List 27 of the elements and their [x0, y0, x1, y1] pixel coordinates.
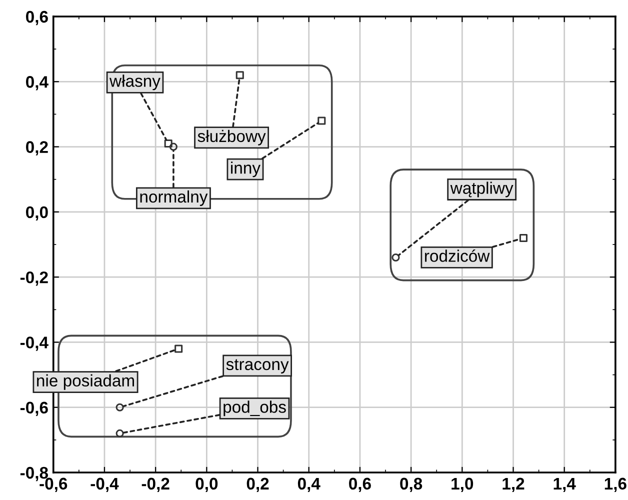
annotation: pod_obs [224, 400, 286, 416]
annotation: służbowy [198, 130, 266, 146]
x-tick-label: -0,2 [142, 478, 170, 492]
y-tick-label: 0,6 [26, 10, 48, 26]
x-tick-label: 0,4 [298, 478, 320, 492]
annotation: własny [110, 74, 160, 90]
x-tick-label: 0,8 [400, 478, 422, 492]
y-tick-label: -0,4 [20, 336, 48, 351]
x-tick-label: 0,6 [349, 478, 371, 492]
y-tick-label: -0,2 [20, 271, 48, 286]
annotation: wątpliwy [450, 182, 514, 198]
x-tick-label: 1,4 [554, 478, 576, 492]
y-tick-label: 0,0 [26, 206, 48, 221]
annotation: inny [231, 162, 261, 178]
annotation: stracony [226, 359, 289, 374]
annotation: rodziców [425, 249, 490, 262]
y-tick-label: 0,2 [26, 141, 48, 156]
x-tick-label: 1,0 [452, 478, 474, 492]
x-tick-label: 0,0 [196, 478, 218, 492]
x-tick-label: -0,4 [90, 478, 119, 492]
x-tick-label: 1,2 [502, 478, 524, 492]
annotation: nie posiadam [37, 374, 134, 390]
x-tick-label: 1,6 [604, 478, 626, 492]
y-tick-label: -0,6 [20, 402, 48, 416]
x-tick-label: 0,2 [246, 478, 269, 492]
annotation: normalny [140, 190, 208, 206]
y-tick-label: 0,4 [26, 76, 48, 90]
